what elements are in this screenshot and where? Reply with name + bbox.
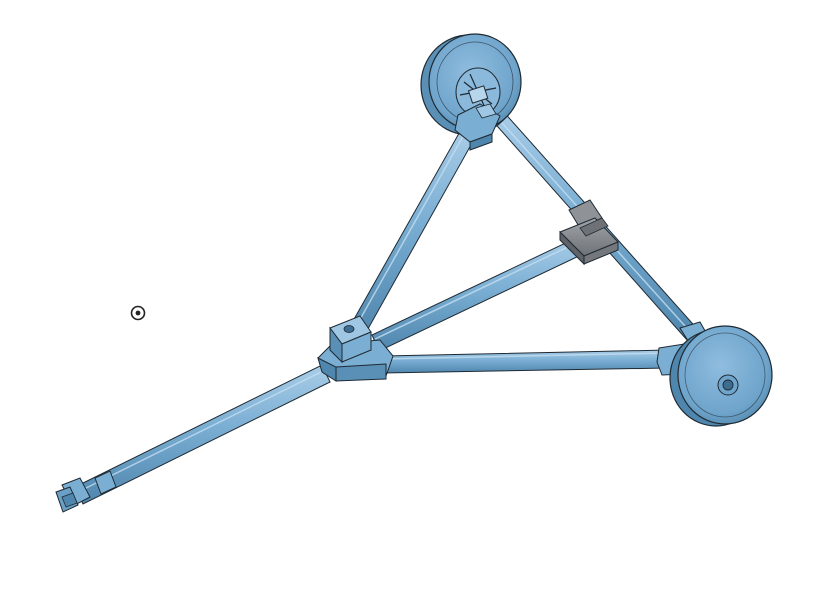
origin-icon[interactable] [130,305,146,321]
central-hub[interactable] [317,315,394,382]
middle-bracket[interactable] [559,199,619,266]
tow-hitch[interactable] [55,470,117,513]
right-wheel[interactable] [669,325,773,427]
bottom-strut-tube[interactable] [382,349,669,374]
top-wheel-mount[interactable] [454,103,501,151]
